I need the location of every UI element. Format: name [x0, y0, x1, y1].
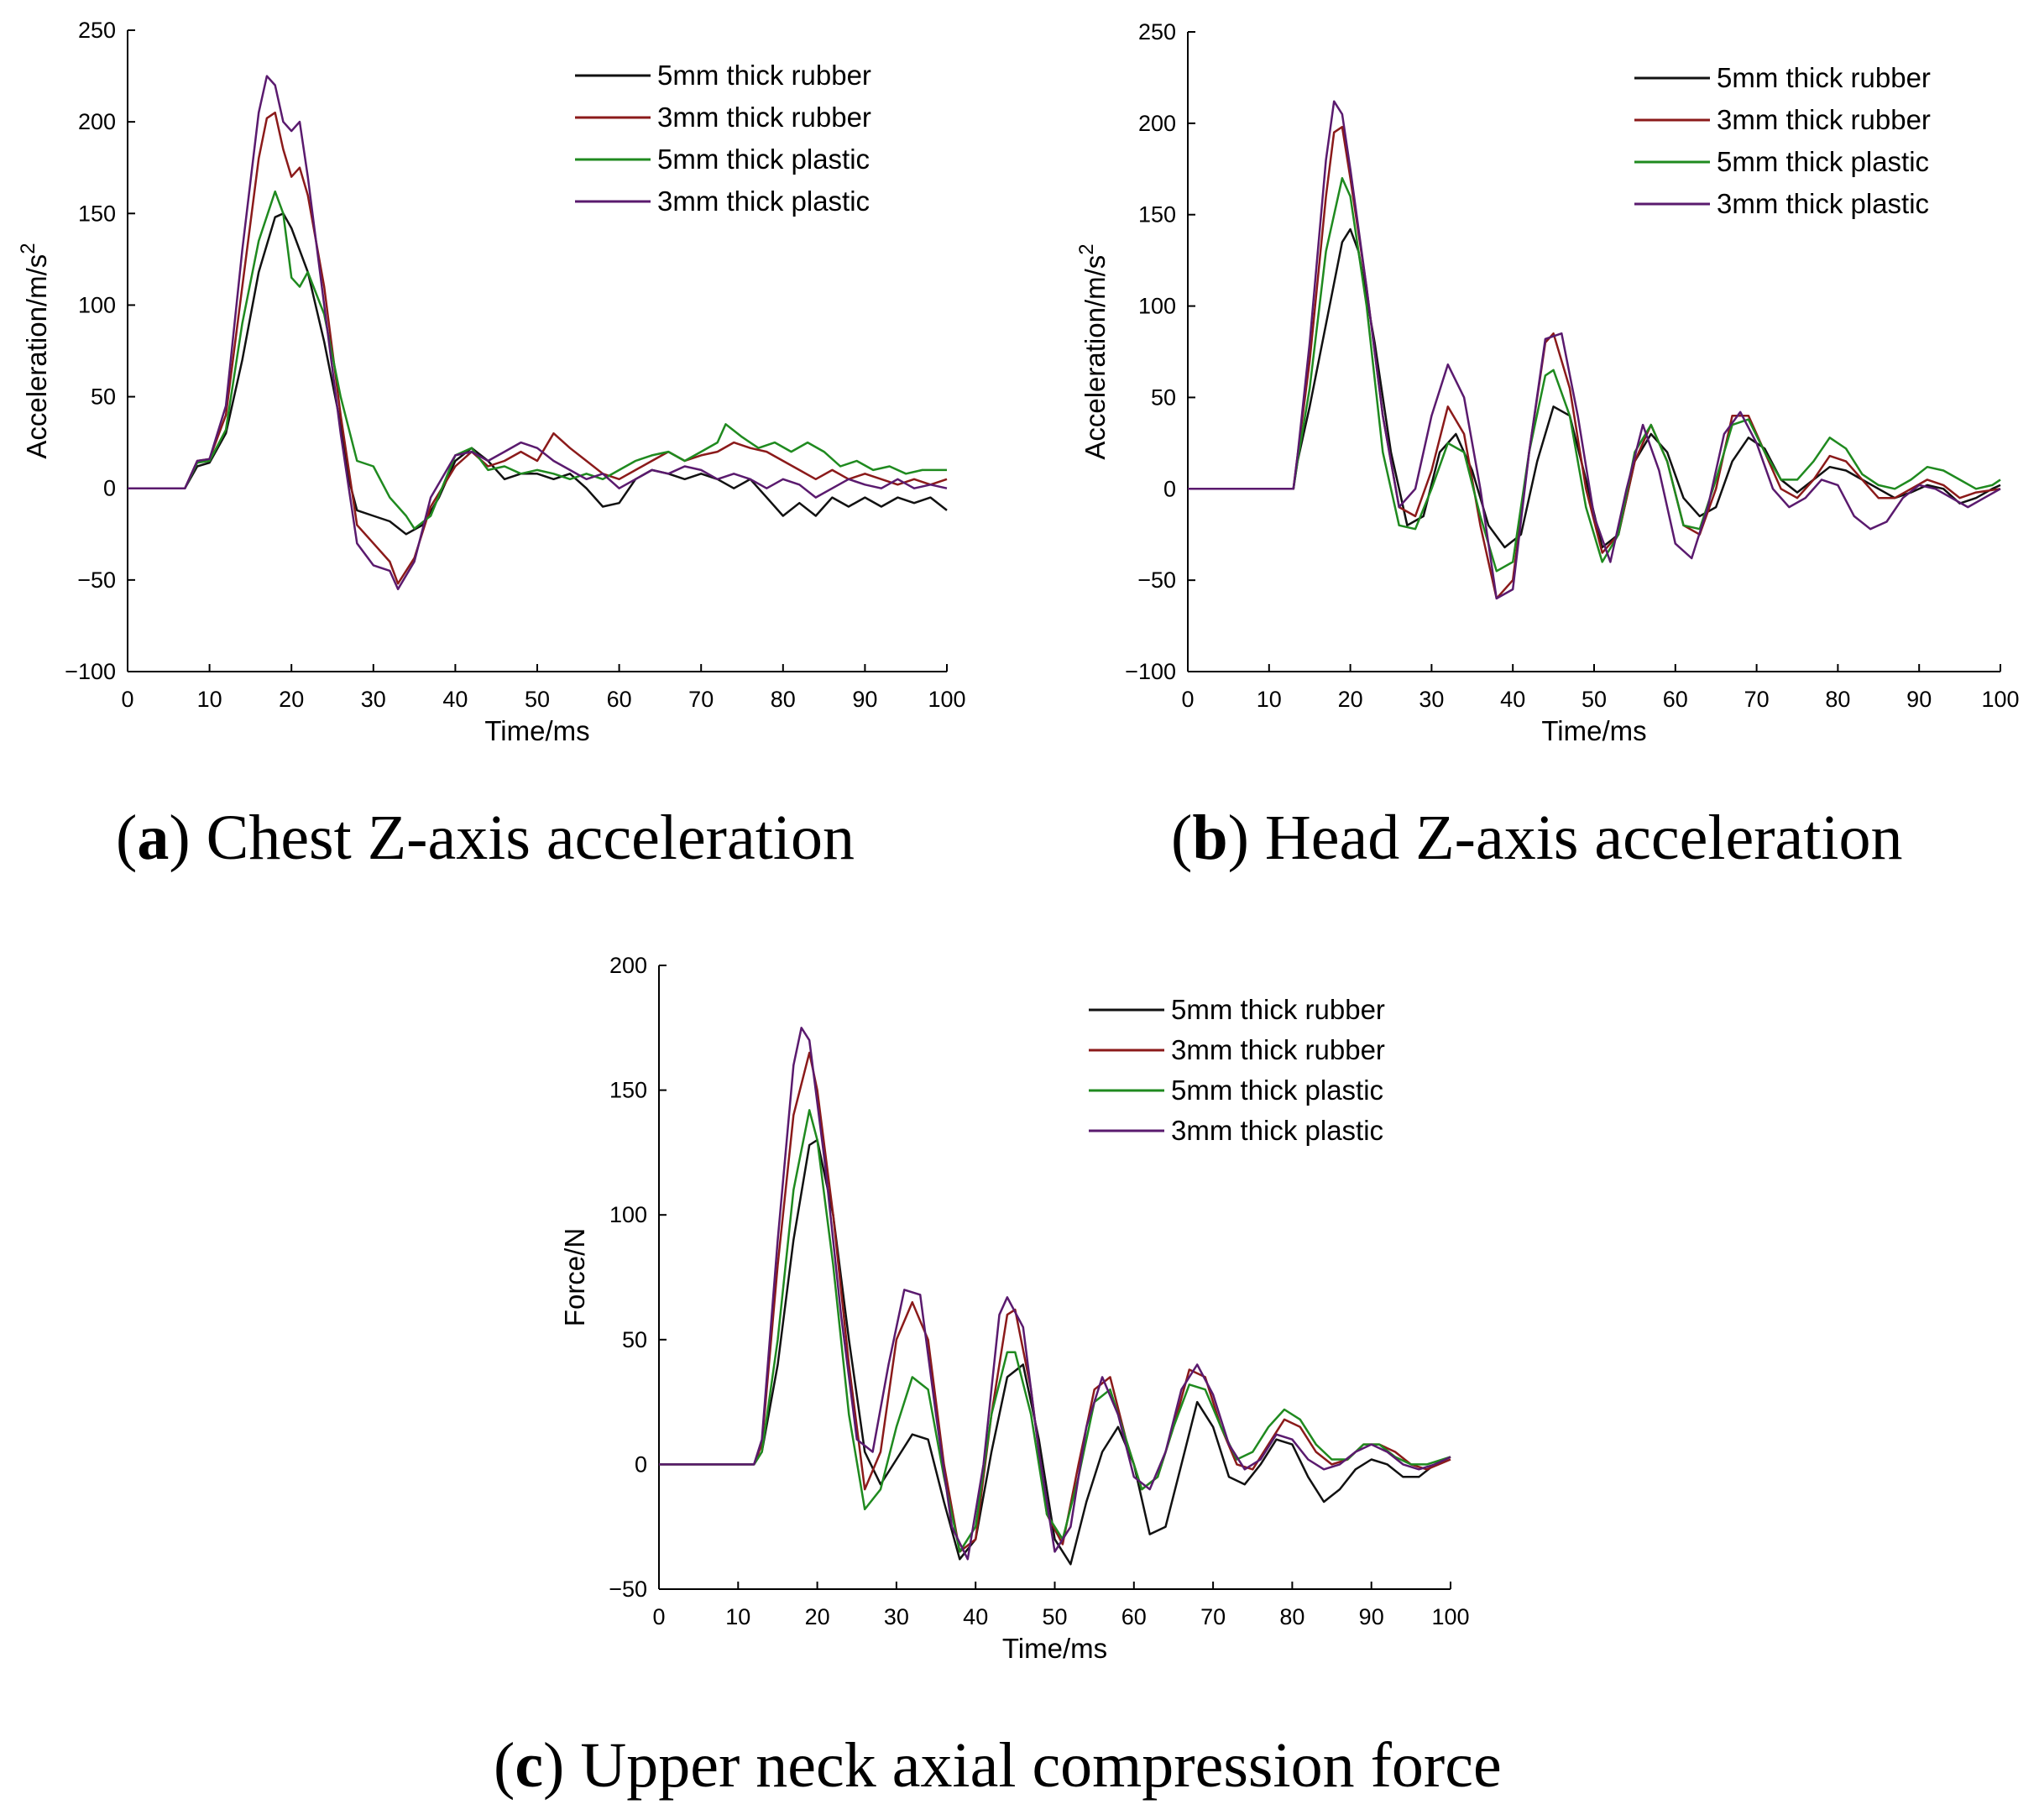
y-tick-label: 50 [1151, 384, 1176, 410]
legend-label: 3mm thick rubber [657, 102, 871, 133]
series-line [128, 190, 947, 530]
x-tick-label: 100 [928, 687, 965, 712]
y-axis-label-superscript: 2 [1075, 243, 1098, 254]
x-tick-label: 0 [121, 687, 133, 712]
x-axis-label: Time/ms [484, 715, 589, 746]
x-tick-label: 30 [1419, 687, 1444, 712]
x-tick-label: 100 [1431, 1604, 1469, 1629]
series-line [128, 75, 948, 591]
x-tick-label: 10 [1257, 687, 1282, 712]
y-axis-label-superscript: 2 [17, 243, 39, 254]
x-tick-label: 40 [1500, 687, 1525, 712]
x-tick-label: 20 [279, 687, 304, 712]
legend-label: 5mm thick plastic [1717, 146, 1929, 177]
legend-label: 5mm thick rubber [1171, 994, 1385, 1025]
x-tick-label: 80 [1279, 1604, 1304, 1629]
x-tick-label: 80 [771, 687, 796, 712]
series-line [659, 1051, 1451, 1553]
legend-label: 3mm thick plastic [657, 186, 870, 217]
x-tick-label: 60 [607, 687, 632, 712]
y-axis-label-text: Acceleration/m/s [21, 254, 52, 459]
x-tick-label: 40 [442, 687, 468, 712]
y-tick-label: 50 [622, 1327, 647, 1352]
y-tick-label: 150 [1138, 202, 1176, 228]
x-tick-label: 0 [1181, 687, 1194, 712]
y-tick-label: 50 [91, 384, 116, 410]
legend-label: 3mm thick rubber [1717, 104, 1931, 135]
x-tick-label: 50 [1042, 1604, 1067, 1629]
legend-label: 5mm thick rubber [1717, 62, 1931, 93]
legend-label: 5mm thick plastic [1171, 1075, 1383, 1106]
x-tick-label: 0 [652, 1604, 665, 1629]
x-tick-label: 90 [1359, 1604, 1384, 1629]
x-tick-label: 60 [1121, 1604, 1147, 1629]
y-tick-label: −50 [1137, 567, 1176, 593]
x-tick-label: 20 [1338, 687, 1363, 712]
x-tick-label: 60 [1663, 687, 1688, 712]
legend-label: 5mm thick plastic [657, 144, 870, 175]
x-tick-label: 30 [884, 1604, 909, 1629]
y-tick-label: −50 [77, 567, 116, 593]
y-tick-label: 250 [78, 18, 116, 43]
y-axis-label: Acceleration/m/s2 [1075, 243, 1111, 459]
x-tick-label: 70 [1744, 687, 1770, 712]
y-axis-label-text: Acceleration/m/s [1080, 255, 1111, 460]
y-axis-label: Force/N [559, 1228, 590, 1326]
x-tick-label: 10 [197, 687, 222, 712]
x-tick-label: 20 [805, 1604, 830, 1629]
x-tick-label: 100 [1981, 687, 2019, 712]
y-axis-label-text: Force/N [559, 1228, 590, 1326]
x-tick-label: 70 [1200, 1604, 1226, 1629]
y-axis-label: Acceleration/m/s2 [17, 243, 52, 458]
chart-a: 0 10 20 30 40 50 60 70 80 90 100 −100 −50 0 50 100 150 20… [17, 18, 966, 746]
y-tick-label: 150 [609, 1078, 647, 1103]
y-tick-label: 200 [1138, 111, 1176, 136]
x-tick-label: 90 [1906, 687, 1932, 712]
x-tick-label: 30 [361, 687, 386, 712]
caption-c: (c) Upper neck axial compression force [494, 1730, 1502, 1801]
series-line [128, 212, 948, 536]
x-axis-label: Time/ms [1002, 1633, 1107, 1664]
legend-label: 3mm thick rubber [1171, 1034, 1385, 1065]
y-tick-label: 250 [1138, 19, 1176, 44]
y-tick-label: −100 [65, 659, 116, 684]
series-line [1188, 100, 2001, 600]
legend-label: 5mm thick rubber [657, 60, 871, 91]
series-line [128, 111, 948, 585]
chart-b: 0 10 20 30 40 50 60 70 80 90 100 −100 −50 0 50 100 150 20… [1075, 19, 2020, 746]
legend-label: 3mm thick plastic [1717, 188, 1929, 219]
x-tick-label: 40 [963, 1604, 988, 1629]
series-line [659, 1138, 1451, 1566]
x-tick-label: 50 [1582, 687, 1607, 712]
y-tick-label: 0 [1163, 476, 1176, 501]
y-tick-label: 0 [635, 1451, 647, 1477]
series-line [659, 1109, 1451, 1553]
x-tick-label: 10 [725, 1604, 750, 1629]
chart-c: 0 10 20 30 40 50 60 70 80 90 100−50050100150200Tim… [559, 953, 1470, 1664]
y-tick-label: 150 [78, 201, 116, 226]
y-tick-label: 100 [1138, 294, 1176, 319]
y-tick-label: −100 [1125, 659, 1176, 684]
y-tick-label: −50 [609, 1577, 647, 1602]
x-axis-label: Time/ms [1541, 715, 1646, 746]
y-tick-label: 0 [103, 476, 116, 501]
caption-a: (a) Chest Z-axis acceleration [116, 803, 855, 873]
series-line [659, 1027, 1451, 1561]
y-tick-label: 200 [609, 953, 647, 978]
legend-label: 3mm thick plastic [1171, 1115, 1383, 1146]
y-tick-label: 200 [78, 109, 116, 134]
y-tick-label: 100 [78, 292, 116, 317]
x-tick-label: 50 [525, 687, 550, 712]
y-tick-label: 100 [609, 1202, 647, 1227]
caption-b: (b) Head Z-axis acceleration [1171, 803, 1903, 873]
x-tick-label: 80 [1825, 687, 1850, 712]
x-tick-label: 90 [852, 687, 877, 712]
x-tick-label: 70 [688, 687, 714, 712]
